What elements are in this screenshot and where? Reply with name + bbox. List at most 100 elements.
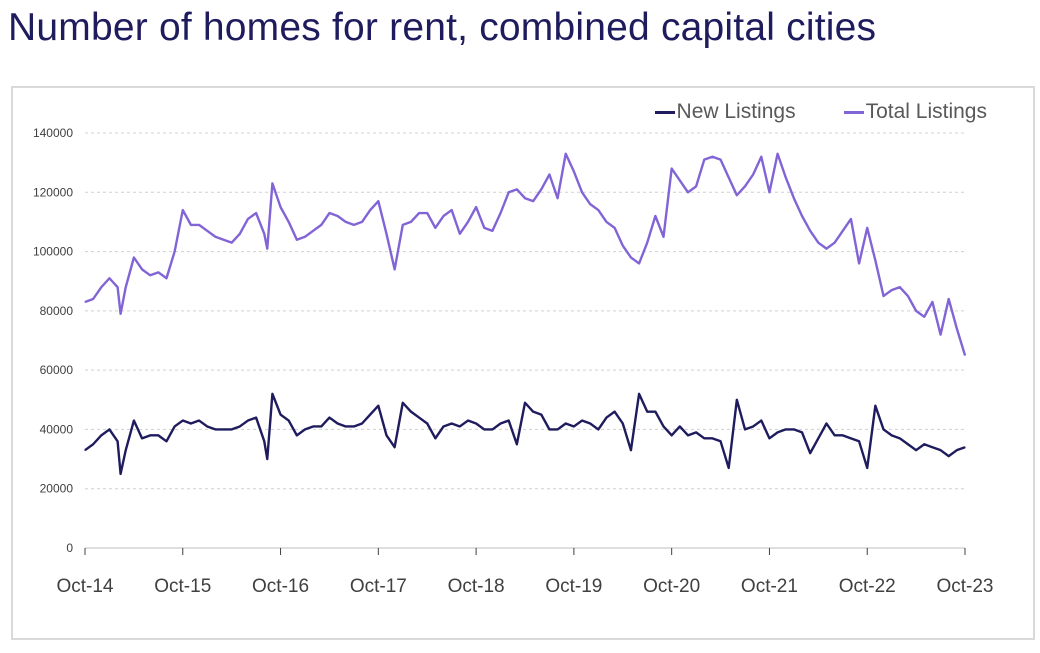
data-point <box>646 411 648 413</box>
data-point <box>442 425 445 428</box>
data-point <box>434 227 436 229</box>
data-point <box>418 212 420 214</box>
data-point <box>964 354 966 356</box>
data-point <box>516 188 518 190</box>
data-point <box>198 224 200 226</box>
data-point <box>638 393 640 395</box>
data-point <box>304 428 306 431</box>
data-point <box>923 316 925 318</box>
data-point <box>793 428 795 431</box>
data-point <box>540 414 542 416</box>
data-point <box>882 295 885 297</box>
data-point <box>874 259 876 262</box>
data-point <box>336 422 339 425</box>
data-point <box>190 224 192 226</box>
data-point <box>752 173 754 176</box>
data-point <box>850 218 852 220</box>
data-point <box>809 230 811 232</box>
data-point <box>768 191 771 193</box>
data-point <box>125 449 127 451</box>
data-point <box>695 185 697 187</box>
data-point <box>948 455 950 457</box>
data-point <box>508 191 510 193</box>
data-point <box>891 434 893 436</box>
data-point <box>475 422 477 425</box>
data-point <box>100 286 102 288</box>
data-point <box>866 227 868 229</box>
data-point <box>369 414 371 416</box>
data-point <box>858 262 860 265</box>
data-point <box>597 428 599 431</box>
y-tick-label: 100000 <box>33 245 73 259</box>
data-point <box>834 434 836 436</box>
data-point <box>728 467 730 469</box>
data-point <box>834 242 836 244</box>
data-point <box>719 440 722 442</box>
data-point <box>817 437 819 439</box>
y-tick-label: 40000 <box>40 422 74 436</box>
data-point <box>915 449 917 451</box>
data-point <box>84 301 86 303</box>
data-point <box>483 227 485 229</box>
data-point <box>532 200 534 202</box>
data-point <box>646 242 648 244</box>
data-point <box>671 434 673 436</box>
data-point <box>679 425 681 428</box>
data-point <box>622 245 624 247</box>
data-point <box>255 212 257 214</box>
data-point <box>524 197 526 199</box>
x-tick-label: Oct-18 <box>448 576 505 597</box>
data-point <box>907 295 909 297</box>
data-point <box>630 449 632 451</box>
data-point <box>711 437 714 439</box>
data-point <box>222 428 225 431</box>
y-tick-label: 20000 <box>40 482 74 496</box>
data-point <box>369 209 371 211</box>
data-point <box>842 230 844 232</box>
data-point <box>695 431 697 433</box>
data-point <box>825 422 828 425</box>
data-point <box>923 443 925 445</box>
data-point <box>540 188 542 190</box>
data-point <box>785 428 787 431</box>
line-chart: 0 20000 40000 60000 80000 100000 120000 140000 O… <box>33 126 994 597</box>
data-point <box>263 440 265 442</box>
x-tick-label: Oct-22 <box>839 576 896 597</box>
data-point <box>279 206 282 208</box>
data-point <box>768 437 771 439</box>
data-point <box>410 411 412 413</box>
data-point <box>801 431 803 433</box>
data-point <box>266 248 268 250</box>
data-point <box>247 218 249 220</box>
data-point <box>565 153 567 155</box>
data-point <box>573 425 575 428</box>
data-point <box>92 298 94 300</box>
data-point <box>312 425 314 428</box>
data-point <box>532 411 534 413</box>
data-point <box>434 437 436 439</box>
x-tick-label: Oct-19 <box>545 576 602 597</box>
data-point <box>231 428 233 431</box>
data-point <box>165 277 168 279</box>
legend-label-total-listings: Total Listings <box>865 100 987 123</box>
data-point <box>451 422 453 425</box>
data-point <box>385 233 388 235</box>
data-point <box>614 411 616 413</box>
x-tick-label: Oct-23 <box>936 576 993 597</box>
data-point <box>597 209 599 211</box>
data-point <box>345 221 347 223</box>
legend-item-new-listings: New Listings <box>654 100 796 124</box>
data-point <box>182 419 184 422</box>
data-point <box>654 215 656 217</box>
data-point <box>149 274 151 276</box>
legend-swatch-total-listings <box>843 110 864 114</box>
data-point <box>622 422 624 425</box>
data-point <box>858 440 860 442</box>
data-point <box>279 414 282 416</box>
chart-legend: New Listings Total Listings <box>654 100 987 124</box>
legend-swatch-new-listings <box>654 110 675 114</box>
data-point <box>418 416 420 419</box>
data-point <box>345 425 347 428</box>
data-point <box>671 167 673 170</box>
data-point <box>271 393 274 395</box>
